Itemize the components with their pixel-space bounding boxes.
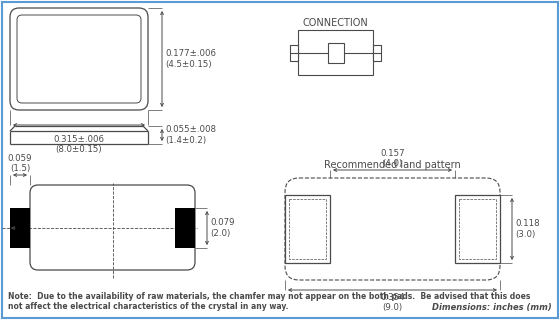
Bar (455, 195, 500, 263)
Bar (298, 30, 373, 75)
Text: 0.354
(9.0): 0.354 (9.0) (380, 293, 405, 312)
Bar (175, 208, 195, 248)
Text: Recommended land pattern: Recommended land pattern (324, 160, 460, 170)
Text: 0.157
(4.0): 0.157 (4.0) (380, 148, 405, 168)
FancyBboxPatch shape (17, 15, 141, 103)
Text: 0.177±.006
(4.5±0.15): 0.177±.006 (4.5±0.15) (165, 49, 216, 69)
Text: 0.079
(2.0): 0.079 (2.0) (210, 218, 235, 238)
FancyBboxPatch shape (30, 185, 195, 270)
Text: 0.059
(1.5): 0.059 (1.5) (8, 154, 32, 173)
Text: 0.315±.006
(8.0±0.15): 0.315±.006 (8.0±0.15) (54, 135, 105, 155)
Text: 0.055±.008
(1.4±0.2): 0.055±.008 (1.4±0.2) (165, 125, 216, 145)
Text: Dimensions: inches (mm): Dimensions: inches (mm) (432, 303, 552, 312)
Bar (328, 43, 343, 62)
Bar (290, 44, 298, 60)
Bar (459, 199, 496, 259)
Bar (373, 44, 381, 60)
FancyBboxPatch shape (10, 8, 148, 110)
Text: CONNECTION: CONNECTION (302, 18, 368, 28)
Bar (285, 195, 330, 263)
Bar (289, 199, 326, 259)
Text: Note:  Due to the availability of raw materials, the chamfer may not appear on t: Note: Due to the availability of raw mat… (8, 292, 530, 311)
FancyBboxPatch shape (285, 178, 500, 280)
Text: 0.118
(3.0): 0.118 (3.0) (515, 219, 540, 239)
Bar (10, 208, 30, 248)
